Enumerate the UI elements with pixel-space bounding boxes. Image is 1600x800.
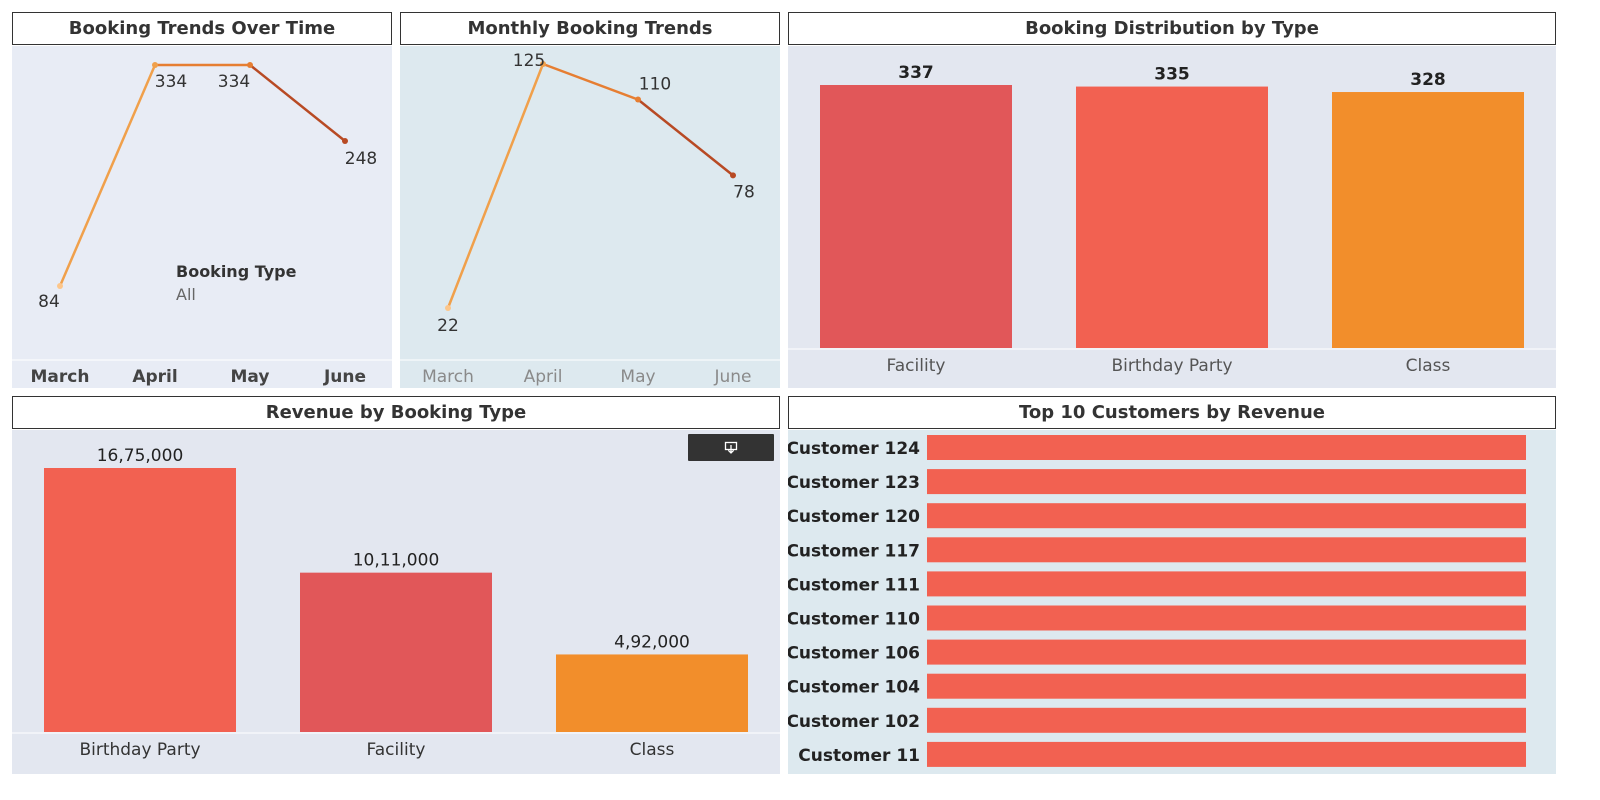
- y-tick-label: Customer 124: [788, 439, 920, 459]
- bar[interactable]: [1076, 86, 1268, 349]
- data-point[interactable]: [57, 283, 63, 289]
- revenue-title: Revenue by Booking Type: [12, 396, 780, 429]
- bar[interactable]: [820, 85, 1012, 348]
- x-tick-label: April: [524, 367, 563, 387]
- x-tick-label: April: [132, 367, 177, 387]
- data-point[interactable]: [342, 138, 348, 145]
- customers-title: Top 10 Customers by Revenue: [788, 396, 1556, 429]
- y-tick-label: Customer 123: [788, 473, 920, 493]
- download-button[interactable]: [688, 434, 774, 461]
- booking-trends-title: Booking Trends Over Time: [12, 12, 392, 45]
- revenue-chart: 16,75,000 Birthday Party 10,11,000 Facility…: [12, 430, 780, 774]
- booking-trends-chart: 84 March 334 April 334 May 248 June Booking Typ…: [12, 46, 392, 388]
- monthly-trends-svg: 22 March 125 April 110 May 78 June: [400, 51, 780, 387]
- booking-type-filter-value[interactable]: All: [176, 285, 196, 304]
- data-label: 84: [38, 292, 60, 312]
- bar[interactable]: [927, 435, 1526, 460]
- data-label: 337: [898, 63, 934, 83]
- line-segment: [58, 63, 157, 288]
- line-segment: [636, 98, 735, 177]
- y-tick-label: Customer 102: [788, 712, 920, 732]
- x-tick-label: May: [620, 367, 655, 387]
- x-tick-label: June: [323, 367, 366, 387]
- bar[interactable]: [927, 503, 1526, 529]
- x-tick-label: Class: [1406, 356, 1451, 376]
- data-label: 328: [1410, 70, 1446, 90]
- data-label: 110: [639, 75, 671, 95]
- data-point[interactable]: [730, 172, 736, 179]
- x-tick-label: Facility: [887, 356, 946, 376]
- line-segment: [541, 62, 640, 101]
- customers-svg: Customer 124 Customer 123 Customer 120 Cust…: [786, 435, 1526, 767]
- booking-trends-svg: 84 March 334 April 334 May 248 June: [12, 62, 392, 387]
- y-tick-label: Customer 117: [788, 541, 920, 561]
- booking-type-filter[interactable]: Booking Type All: [176, 262, 296, 304]
- x-tick-label: Class: [630, 740, 675, 760]
- bar[interactable]: [44, 468, 236, 732]
- y-tick-label: Customer 120: [788, 507, 920, 527]
- data-label: 125: [513, 51, 545, 71]
- monthly-trends-title: Monthly Booking Trends: [400, 12, 780, 45]
- download-icon: [724, 441, 738, 455]
- revenue-svg: 16,75,000 Birthday Party 10,11,000 Facility…: [12, 446, 780, 760]
- bar[interactable]: [927, 605, 1526, 631]
- monthly-trends-chart: 22 March 125 April 110 May 78 June: [400, 46, 780, 388]
- data-label: 335: [1154, 65, 1190, 85]
- x-tick-label: June: [713, 367, 751, 387]
- data-point[interactable]: [635, 96, 641, 103]
- y-tick-label: Customer 11: [798, 746, 920, 766]
- x-tick-label: Facility: [367, 740, 426, 760]
- data-label: 248: [345, 149, 377, 169]
- bar[interactable]: [927, 707, 1526, 733]
- data-label: 22: [437, 316, 459, 336]
- data-point[interactable]: [152, 62, 158, 68]
- data-point[interactable]: [247, 62, 253, 68]
- booking-type-filter-label: Booking Type: [176, 262, 297, 281]
- bar[interactable]: [927, 639, 1526, 665]
- customers-chart: Customer 124 Customer 123 Customer 120 Cust…: [786, 430, 1556, 774]
- data-label: 16,75,000: [97, 446, 184, 466]
- y-tick-label: Customer 106: [788, 644, 920, 664]
- bar[interactable]: [927, 469, 1526, 495]
- line-segment: [446, 62, 545, 310]
- bar[interactable]: [927, 571, 1526, 597]
- data-label: 334: [218, 72, 250, 92]
- bar[interactable]: [927, 673, 1526, 699]
- y-tick-label: Customer 104: [788, 678, 920, 698]
- line-segment: [248, 63, 347, 143]
- data-label: 4,92,000: [614, 632, 690, 652]
- bar[interactable]: [1332, 92, 1524, 348]
- x-tick-label: March: [31, 367, 90, 387]
- data-label: 10,11,000: [353, 551, 440, 571]
- data-point[interactable]: [540, 61, 546, 67]
- bar[interactable]: [300, 572, 492, 732]
- y-tick-label: Customer 110: [788, 610, 920, 630]
- bar[interactable]: [927, 537, 1526, 563]
- bar[interactable]: [556, 654, 748, 732]
- bar[interactable]: [927, 741, 1526, 767]
- x-tick-label: Birthday Party: [1111, 356, 1232, 376]
- x-tick-label: May: [231, 367, 270, 387]
- x-tick-label: Birthday Party: [79, 740, 200, 760]
- distribution-title: Booking Distribution by Type: [788, 12, 1556, 45]
- data-label: 334: [155, 72, 187, 92]
- data-label: 78: [733, 182, 755, 202]
- distribution-chart: 337 Facility 335 Birthday Party 328 Class: [788, 46, 1556, 388]
- x-tick-label: March: [422, 367, 474, 387]
- distribution-svg: 337 Facility 335 Birthday Party 328 Class: [788, 63, 1556, 376]
- data-point[interactable]: [445, 305, 451, 311]
- y-tick-label: Customer 111: [788, 575, 920, 595]
